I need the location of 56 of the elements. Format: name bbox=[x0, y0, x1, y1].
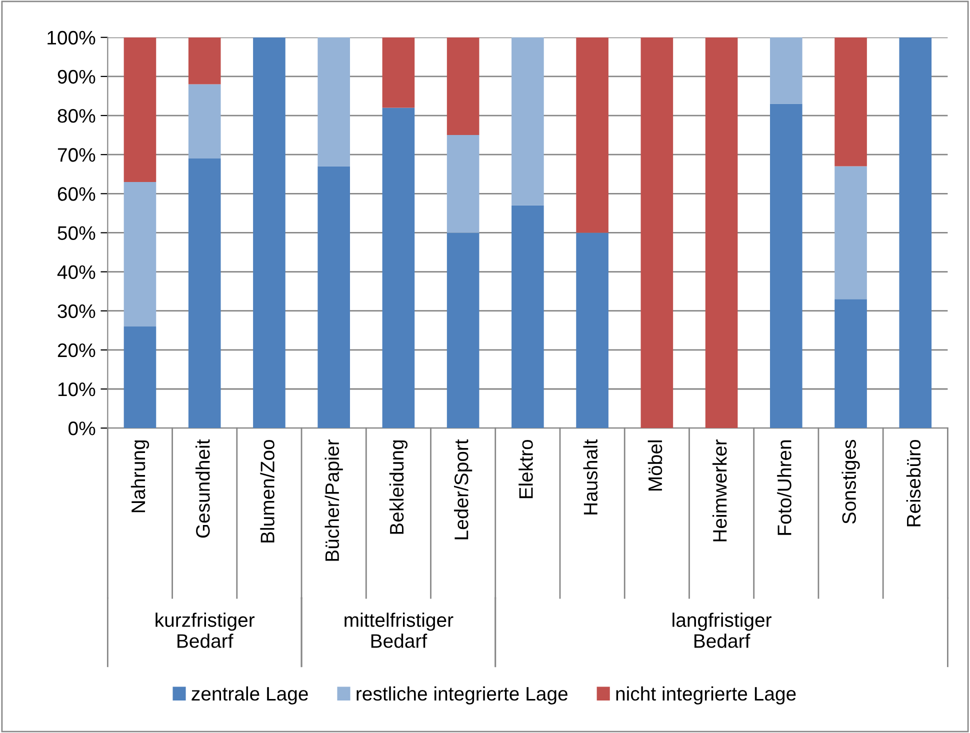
x-tick-label: Blumen/Zoo bbox=[260, 440, 274, 542]
x-tick-label: Sonstiges bbox=[842, 440, 860, 524]
bar bbox=[318, 166, 350, 428]
y-tick-label: 10% bbox=[58, 382, 96, 396]
bar bbox=[770, 104, 802, 428]
bar bbox=[834, 37, 867, 166]
bar bbox=[124, 37, 156, 182]
y-tick-label: 30% bbox=[58, 304, 96, 318]
legend-label: restliche integrierte Lage bbox=[356, 686, 568, 705]
y-tick-label: 80% bbox=[58, 108, 96, 123]
x-tick-label: Leder/Sport bbox=[454, 439, 472, 540]
x-tick-label: Haushalt bbox=[583, 439, 598, 514]
bar bbox=[124, 326, 156, 428]
bar bbox=[382, 108, 415, 428]
bar bbox=[446, 232, 480, 428]
y-tick-label: 90% bbox=[58, 70, 96, 84]
bar bbox=[188, 158, 221, 428]
bar bbox=[318, 37, 350, 166]
bar bbox=[188, 84, 221, 158]
x-tick-label: Bekleidung bbox=[389, 440, 408, 534]
bar bbox=[446, 37, 480, 136]
bar bbox=[446, 135, 480, 233]
bar bbox=[382, 37, 415, 108]
y-tick-label: 100% bbox=[48, 30, 96, 45]
legend-label: zentrale Lage bbox=[192, 686, 308, 705]
bar bbox=[899, 37, 932, 428]
bar bbox=[512, 37, 544, 206]
bar bbox=[770, 37, 802, 104]
bar bbox=[188, 37, 221, 84]
bar bbox=[253, 37, 286, 428]
text: langfristiger Bedarf bbox=[672, 612, 772, 648]
bar bbox=[834, 166, 867, 300]
text: mittelfristiger Bedarf bbox=[344, 612, 454, 648]
x-tick-label: Bücher/Papier bbox=[324, 440, 343, 561]
x-tick-label: Foto/Uhren bbox=[777, 440, 792, 535]
y-tick-label: 50% bbox=[58, 226, 96, 240]
y-tick-label: 40% bbox=[57, 265, 96, 280]
bar bbox=[834, 299, 867, 428]
x-tick-label: Gesundheit bbox=[196, 439, 210, 538]
bar bbox=[640, 37, 674, 428]
x-tick-label: Nahrung bbox=[130, 440, 150, 512]
x-tick-label: Möbel bbox=[648, 440, 662, 491]
x-tick-label: Heimwerker bbox=[712, 440, 727, 542]
x-tick-label: Reisebüro bbox=[906, 440, 921, 526]
y-tick-label: 20% bbox=[58, 343, 96, 358]
bar bbox=[576, 232, 608, 428]
y-tick-label: 0% bbox=[68, 422, 96, 436]
legend-label: nicht integrierte Lage bbox=[616, 686, 796, 705]
text: kurzfristiger Bedarf bbox=[156, 612, 255, 648]
bar bbox=[512, 205, 544, 428]
y-tick-label: 60% bbox=[58, 187, 96, 201]
bar bbox=[576, 37, 608, 233]
y-tick-label: 70% bbox=[58, 148, 96, 162]
bar bbox=[124, 182, 156, 326]
x-tick-label: Elektro bbox=[518, 440, 533, 498]
bar bbox=[705, 37, 738, 428]
